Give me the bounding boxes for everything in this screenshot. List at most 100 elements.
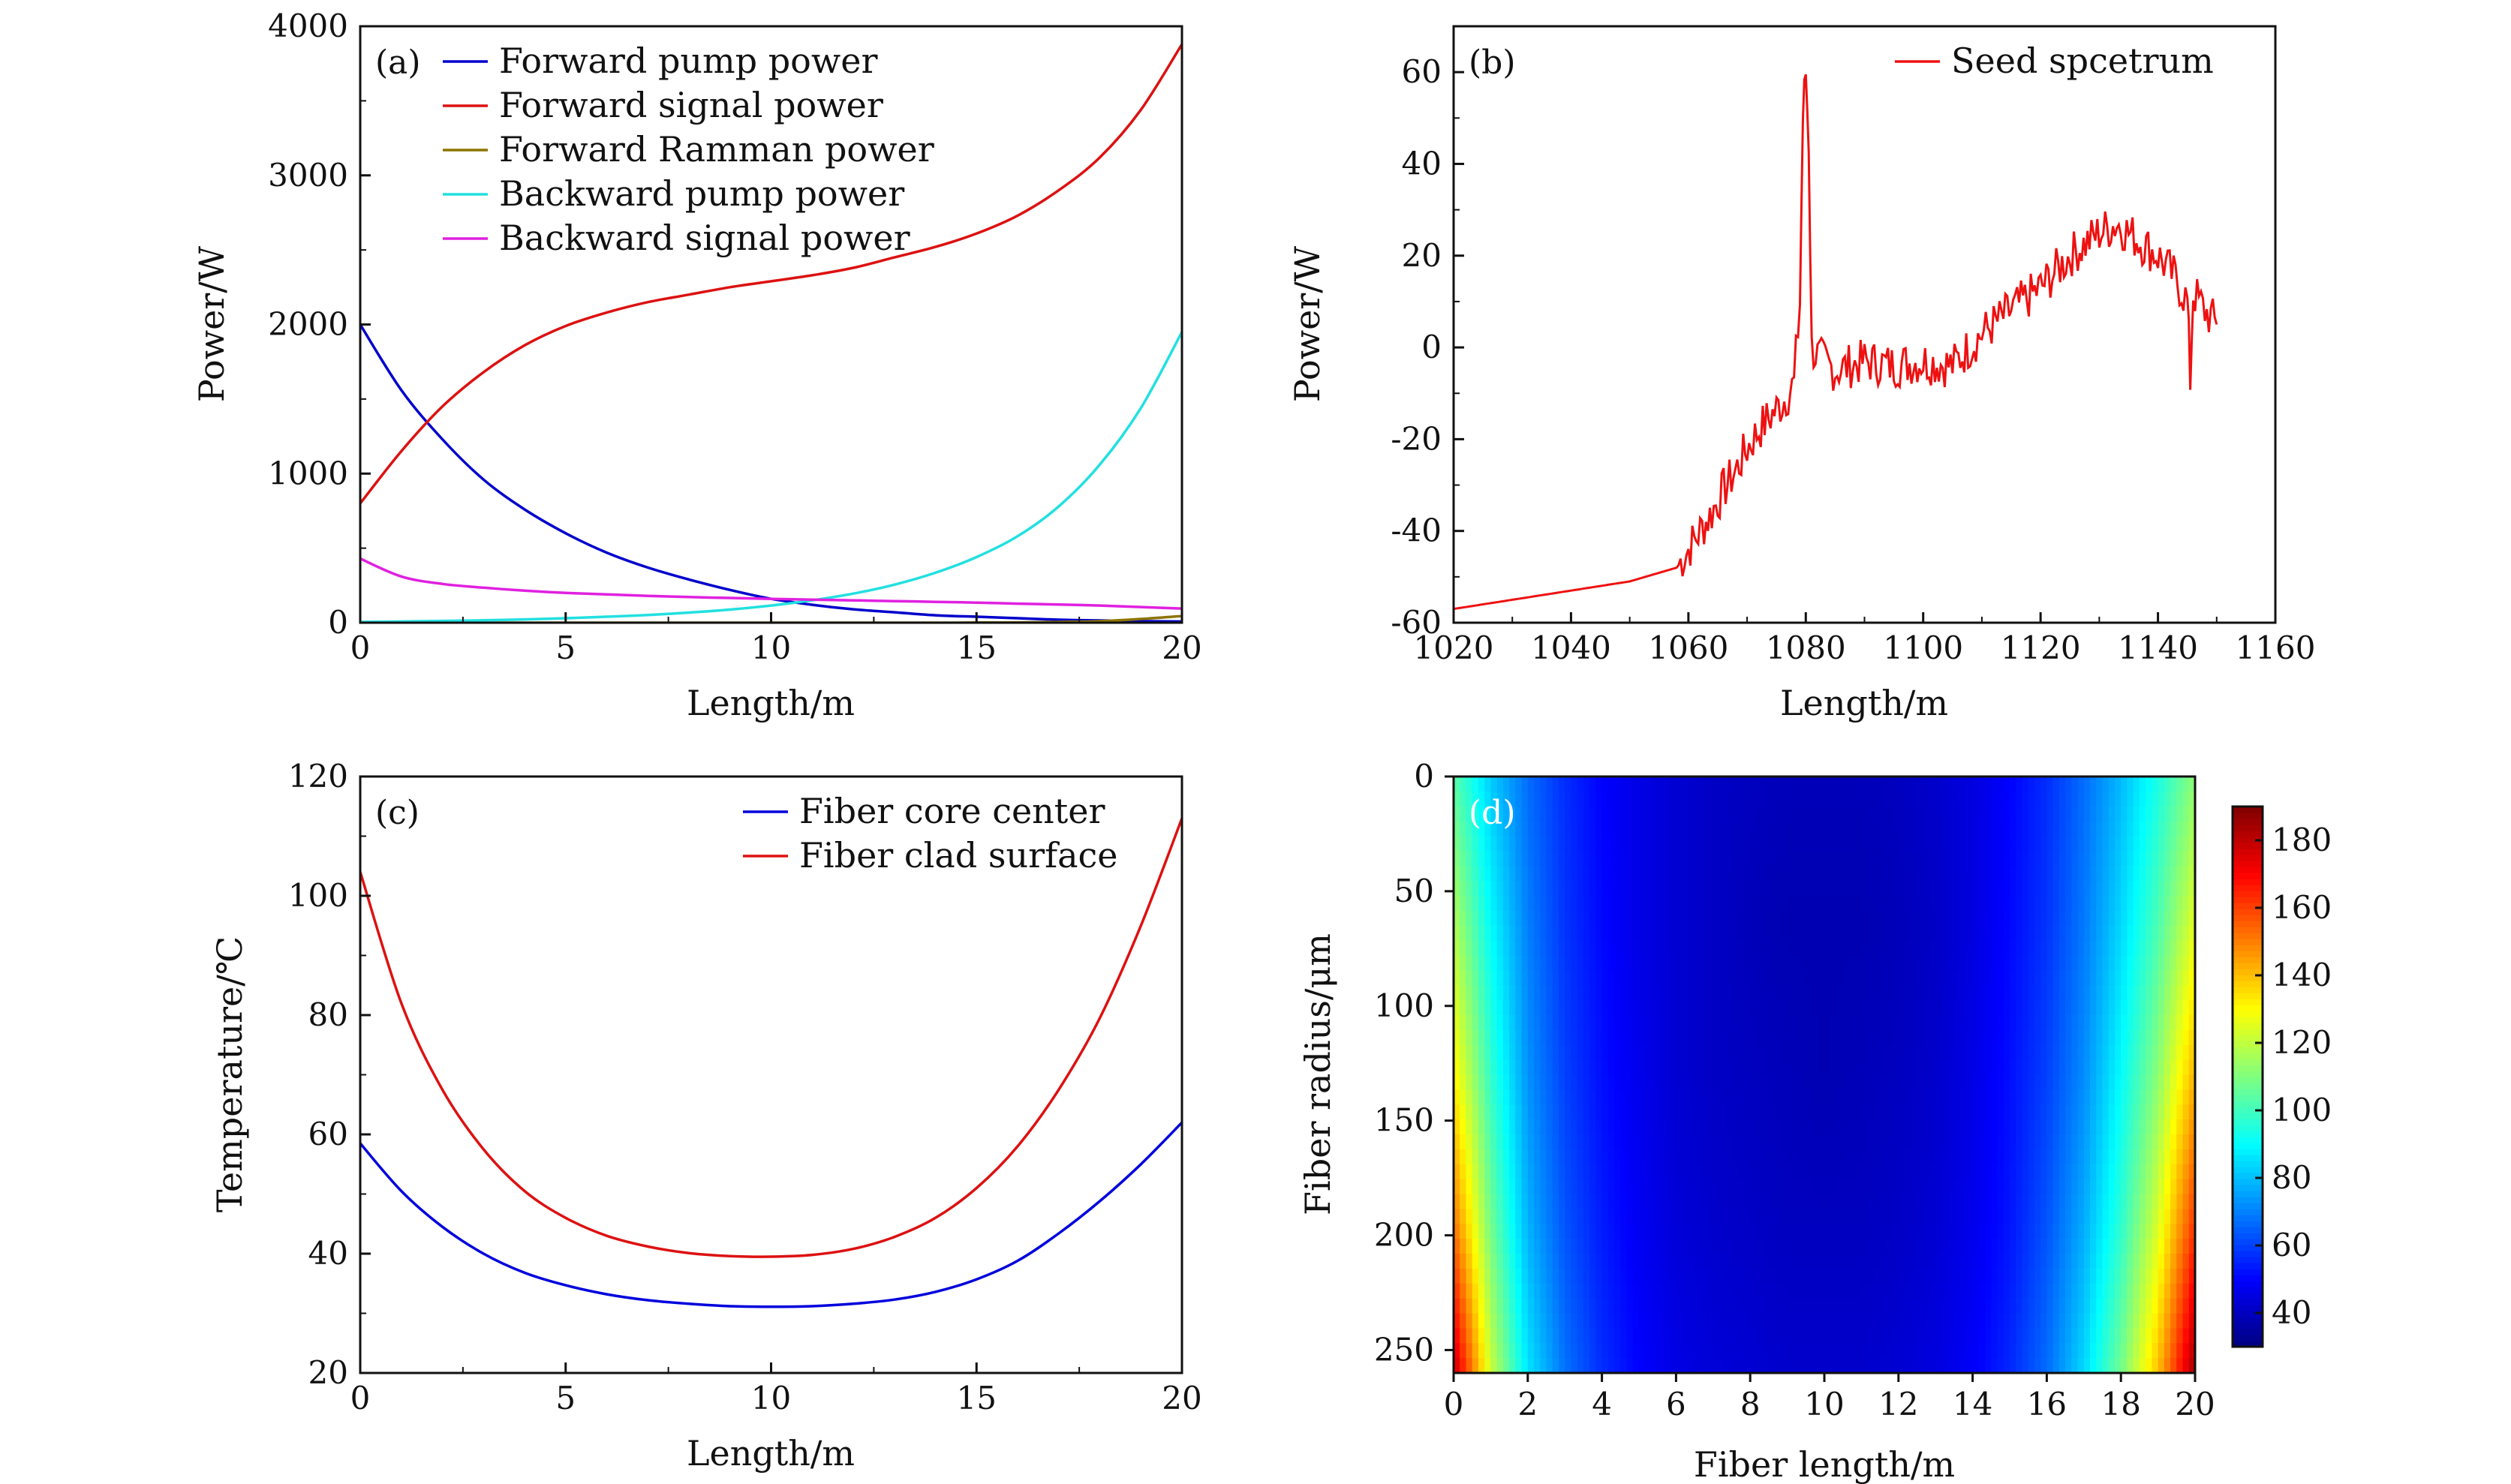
heatmap-cell	[1966, 1224, 1974, 1239]
heatmap-cell	[2010, 806, 2016, 822]
heatmap-cell	[1929, 1343, 1936, 1359]
heatmap-cell	[1577, 910, 1584, 927]
heatmap-cell	[1607, 1298, 1615, 1314]
heatmap-cell	[2040, 1343, 2048, 1359]
heatmap-cell	[1867, 955, 1875, 972]
heatmap-cell	[1848, 1119, 1856, 1135]
heatmap-cell	[1781, 1313, 1788, 1329]
heatmap-cell	[1836, 1164, 1844, 1180]
heatmap-cell	[1873, 1239, 1881, 1254]
heatmap-cell	[1750, 1179, 1758, 1195]
heatmap-cell	[1552, 1358, 1559, 1374]
heatmap-cell	[1800, 1074, 1807, 1091]
heatmap-cell	[1818, 1164, 1825, 1180]
heatmap-cell	[2016, 1089, 2023, 1106]
heatmap-cell	[1806, 777, 1813, 792]
heatmap-cell	[1478, 866, 1485, 882]
heatmap-cell	[2121, 1343, 2128, 1359]
heatmap-cell	[2176, 1343, 2184, 1359]
y-tick-label: 20	[308, 1354, 348, 1391]
heatmap-cell	[1559, 1328, 1565, 1344]
heatmap-cell	[1997, 1134, 2004, 1150]
heatmap-cell	[2028, 1089, 2035, 1106]
heatmap-cell	[1781, 836, 1788, 852]
heatmap-cell	[1695, 1239, 1702, 1254]
heatmap-cell	[1898, 1074, 1905, 1091]
heatmap-cell	[1682, 1029, 1689, 1046]
heatmap-cell	[1546, 866, 1553, 882]
heatmap-cell	[1607, 1358, 1615, 1374]
heatmap-cell	[1527, 1194, 1535, 1210]
heatmap-cell	[1756, 985, 1764, 1001]
heatmap-cell	[1917, 866, 1924, 882]
heatmap-cell	[1842, 955, 1850, 972]
heatmap-cell	[1460, 1074, 1467, 1091]
heatmap-cell	[2028, 1044, 2035, 1061]
heatmap-cell	[1478, 1029, 1485, 1046]
heatmap-cell	[1991, 1298, 1998, 1314]
heatmap-cell	[1546, 925, 1553, 942]
heatmap-cell	[1583, 985, 1590, 1001]
heatmap-cell	[2121, 910, 2128, 927]
heatmap-cell	[1466, 910, 1473, 927]
heatmap-cell	[1972, 1194, 1980, 1210]
heatmap-cell	[1620, 1015, 1628, 1031]
heatmap-cell	[1509, 1104, 1517, 1120]
heatmap-cell	[1484, 1104, 1492, 1120]
heatmap-cell	[2034, 851, 2041, 867]
heatmap-cell	[1775, 1149, 1782, 1165]
heatmap-cell	[1781, 1283, 1788, 1299]
heatmap-cell	[2034, 1044, 2041, 1061]
heatmap-cell	[1521, 836, 1529, 852]
heatmap-cell	[1768, 985, 1776, 1001]
heatmap-cell	[2127, 1358, 2134, 1374]
heatmap-cell	[1614, 1015, 1622, 1031]
heatmap-cell	[2182, 821, 2190, 837]
heatmap-cell	[2022, 881, 2029, 897]
heatmap-cell	[1848, 1343, 1856, 1359]
heatmap-cell	[2182, 955, 2190, 972]
heatmap-cell	[1707, 1179, 1714, 1195]
heatmap-cell	[1966, 821, 1974, 837]
heatmap-cell	[1824, 1343, 1831, 1359]
heatmap-cell	[1509, 1164, 1517, 1180]
heatmap-cell	[1527, 1089, 1535, 1106]
heatmap-cell	[2065, 791, 2073, 807]
heatmap-cell	[1762, 985, 1770, 1001]
heatmap-cell	[2071, 985, 2079, 1001]
heatmap-cell	[1985, 1074, 1992, 1091]
heatmap-cell	[1756, 1104, 1764, 1120]
heatmap-cell	[2058, 1239, 2066, 1254]
heatmap-cell	[2090, 985, 2097, 1001]
heatmap-cell	[1565, 1179, 1572, 1195]
heatmap-cell	[1929, 806, 1936, 822]
heatmap-cell	[1571, 1194, 1578, 1210]
heatmap-cell	[2022, 777, 2029, 792]
heatmap-cell	[2096, 1074, 2104, 1091]
heatmap-cell	[1997, 1029, 2004, 1046]
heatmap-cell	[1892, 777, 1899, 792]
heatmap-cell	[1626, 806, 1634, 822]
heatmap-cell	[1806, 1239, 1813, 1254]
heatmap-cell	[1496, 836, 1504, 852]
heatmap-cell	[2077, 1358, 2085, 1374]
heatmap-cell	[1651, 910, 1658, 927]
heatmap-cell	[1947, 1149, 1955, 1165]
heatmap-cell	[1607, 925, 1615, 942]
heatmap-cell	[1911, 1179, 1918, 1195]
heatmap-cell	[1978, 791, 1986, 807]
heatmap-cell	[1923, 777, 1930, 792]
heatmap-cell	[1577, 806, 1584, 822]
heatmap-cell	[2121, 1074, 2128, 1091]
heatmap-cell	[1676, 851, 1683, 867]
heatmap-cell	[2115, 925, 2122, 942]
series-line-1	[1454, 74, 2218, 611]
heatmap-cell	[1595, 910, 1603, 927]
heatmap-cell	[1676, 1343, 1683, 1359]
heatmap-cell	[1478, 777, 1485, 792]
heatmap-cell	[2170, 851, 2178, 867]
heatmap-cell	[1960, 836, 1968, 852]
heatmap-cell	[1466, 866, 1473, 882]
heatmap-cell	[2152, 1268, 2159, 1284]
heatmap-cell	[2065, 1254, 2073, 1269]
